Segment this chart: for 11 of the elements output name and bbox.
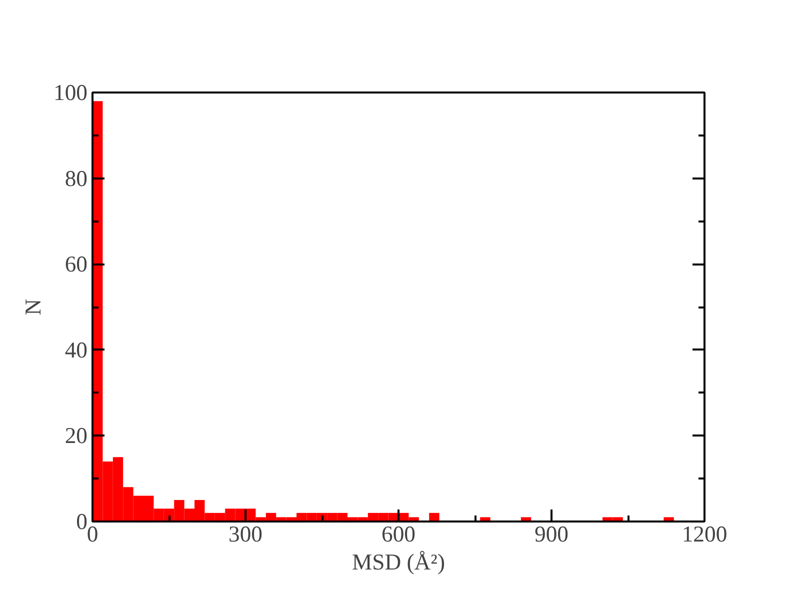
y-tick-label: 60 bbox=[64, 252, 88, 277]
y-axis-title: N bbox=[20, 298, 46, 316]
y-tick-label: 100 bbox=[54, 80, 88, 105]
x-tick-label: 300 bbox=[228, 522, 262, 546]
x-tick-label: 600 bbox=[382, 522, 416, 546]
y-tick-label: 20 bbox=[64, 423, 88, 448]
y-tick-label: 80 bbox=[64, 166, 88, 191]
x-tick-label: 900 bbox=[534, 522, 568, 546]
x-axis-title: MSD (Å²) bbox=[352, 550, 446, 574]
x-tick-label: 1200 bbox=[682, 522, 728, 546]
y-tick-label: 40 bbox=[64, 337, 88, 362]
